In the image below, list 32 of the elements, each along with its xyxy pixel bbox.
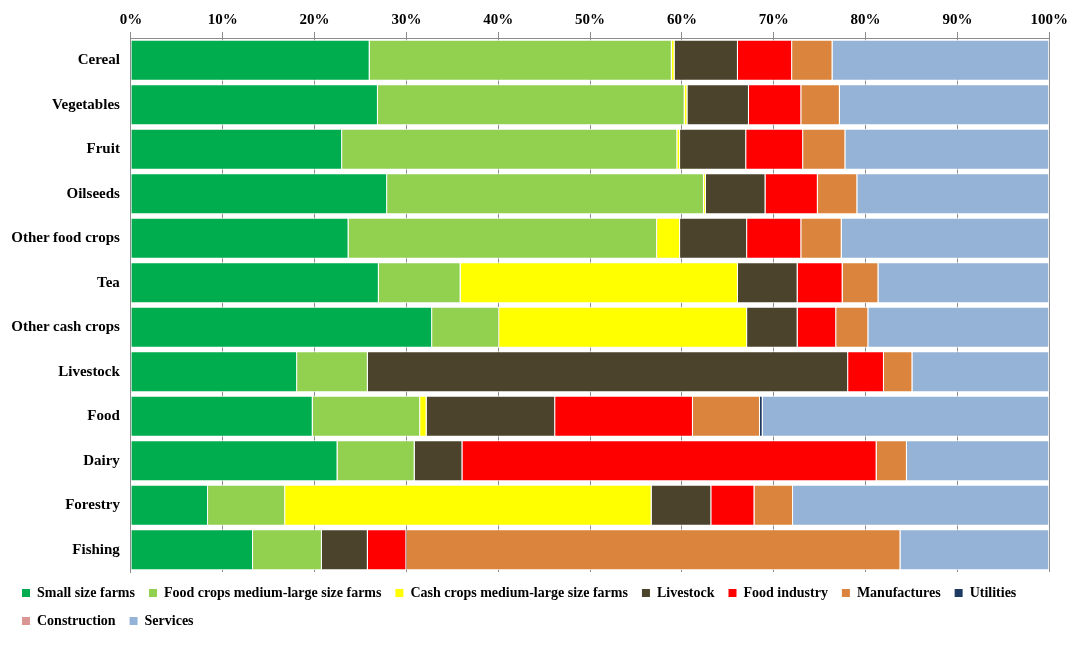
y-tick-label: Cereal <box>77 51 120 68</box>
legend-label: Cash crops medium-large size farms <box>410 584 629 600</box>
legend-label: Food industry <box>743 584 828 600</box>
legend-label: Construction <box>37 612 116 628</box>
legend-label: Utilities <box>969 584 1017 600</box>
legend-label: Livestock <box>656 584 715 600</box>
x-tick-label: 40% <box>483 10 514 27</box>
legend-label: Food crops medium-large size farms <box>163 584 383 600</box>
x-tick-label: 90% <box>942 10 973 27</box>
x-tick-label: 50% <box>575 10 606 27</box>
y-tick-label: Fruit <box>86 140 120 157</box>
x-tick-label: 20% <box>299 10 330 27</box>
legend-label: Small size farms <box>37 584 136 600</box>
y-tick-label: Other cash crops <box>11 318 121 335</box>
x-tick-label: 30% <box>391 10 422 27</box>
y-tick-label: Vegetables <box>52 95 121 112</box>
legend-label: Services <box>144 612 195 628</box>
y-tick-label: Forestry <box>65 496 121 513</box>
y-tick-label: Oilseeds <box>66 184 121 201</box>
y-tick-label: Food <box>87 407 121 424</box>
y-tick-label: Livestock <box>58 362 121 379</box>
y-tick-label: Other food crops <box>11 229 121 246</box>
x-tick-label: 70% <box>758 10 789 27</box>
y-tick-label: Dairy <box>83 451 121 468</box>
y-tick-label: Tea <box>97 273 121 290</box>
x-tick-label: 80% <box>850 10 881 27</box>
x-tick-label: 0% <box>119 10 143 27</box>
x-tick-label: 10% <box>207 10 238 27</box>
x-tick-label: 60% <box>666 10 697 27</box>
x-tick-label: 100% <box>1030 10 1068 27</box>
legend-label: Manufactures <box>856 584 942 600</box>
y-tick-label: Fishing <box>72 540 121 557</box>
